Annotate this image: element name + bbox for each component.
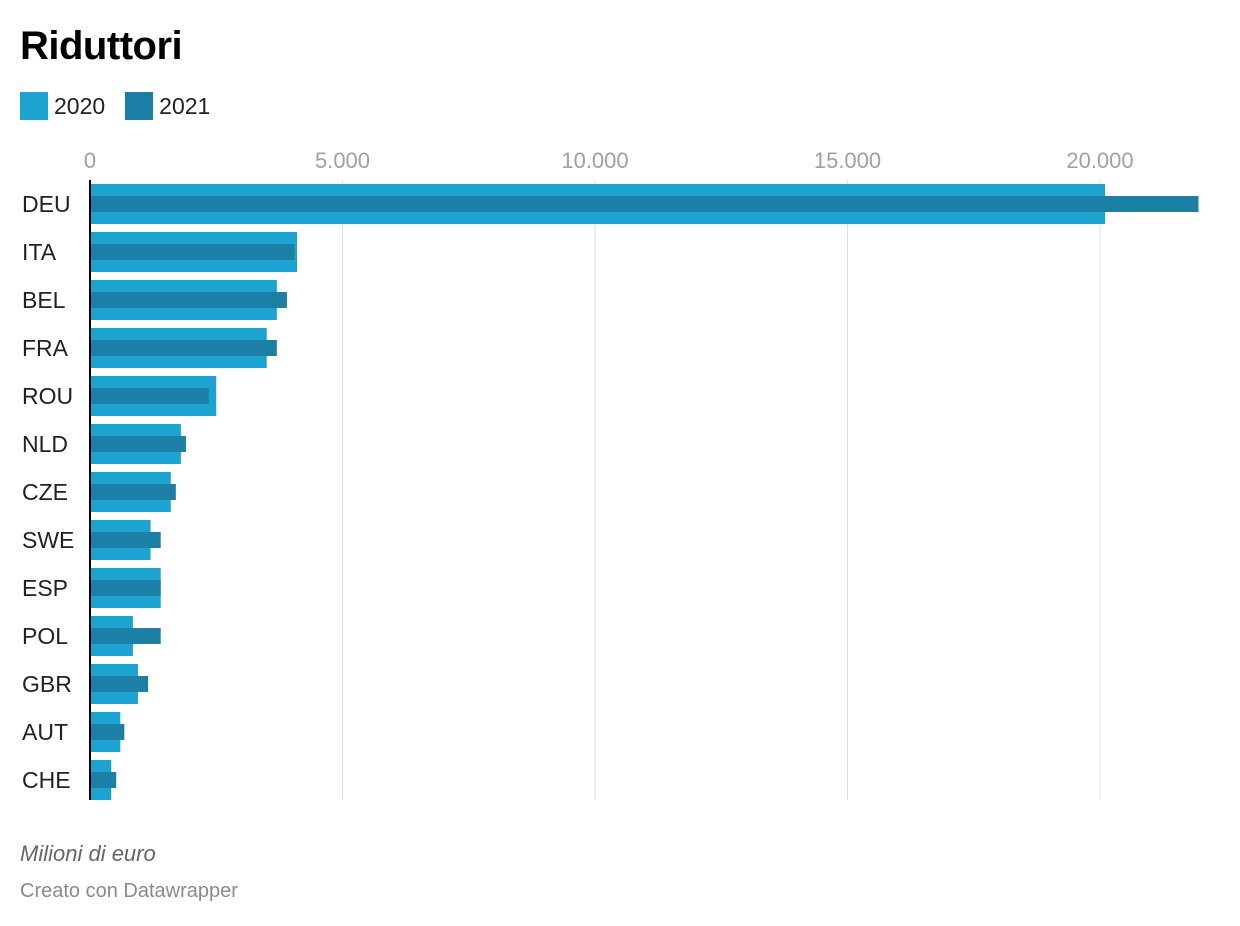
category-label-aut: AUT: [22, 719, 68, 745]
category-label-bel: BEL: [22, 287, 66, 313]
bar-2021-bel: [90, 292, 287, 308]
bar-2021-cze: [90, 484, 176, 500]
category-label-esp: ESP: [22, 575, 68, 601]
category-label-ita: ITA: [22, 239, 57, 265]
chart-title: Riduttori: [20, 24, 183, 68]
bar-2021-nld: [90, 436, 186, 452]
chart-legend: 2020 2021: [20, 92, 230, 120]
legend-swatch-2021: [125, 92, 154, 120]
credit-text: Creato con Datawrapper: [20, 880, 238, 902]
category-label-che: CHE: [22, 767, 71, 793]
x-tick-label: 10.000: [561, 148, 628, 173]
bar-2021-che: [90, 772, 117, 788]
x-tick-label: 5.000: [315, 148, 370, 173]
x-tick-label: 0: [84, 148, 96, 173]
category-label-pol: POL: [22, 623, 68, 649]
legend-label-2021: 2021: [159, 93, 211, 119]
category-label-gbr: GBR: [22, 671, 72, 697]
category-label-nld: NLD: [22, 431, 68, 457]
bar-2021-pol: [90, 628, 161, 644]
bar-2021-gbr: [90, 676, 149, 692]
legend-swatch-2020: [20, 92, 48, 120]
x-tick-label: 20.000: [1066, 148, 1133, 173]
legend-item-2021: 2021: [125, 92, 210, 120]
category-label-deu: DEU: [22, 191, 71, 217]
bar-2021-esp: [90, 580, 161, 596]
x-tick-label: 15.000: [814, 148, 881, 173]
category-label-fra: FRA: [22, 335, 69, 361]
bar-2021-swe: [90, 532, 161, 548]
category-label-swe: SWE: [22, 527, 74, 553]
bar-2021-deu: [90, 196, 1199, 212]
bar-2021-rou: [90, 388, 209, 404]
unit-note: Milioni di euro: [20, 841, 156, 866]
bar-2021-aut: [90, 724, 125, 740]
category-label-rou: ROU: [22, 383, 73, 409]
category-label-cze: CZE: [22, 479, 68, 505]
legend-label-2020: 2020: [54, 93, 106, 119]
legend-item-2020: 2020: [20, 92, 105, 120]
bar-2021-ita: [90, 244, 295, 260]
bar-2021-fra: [90, 340, 277, 356]
